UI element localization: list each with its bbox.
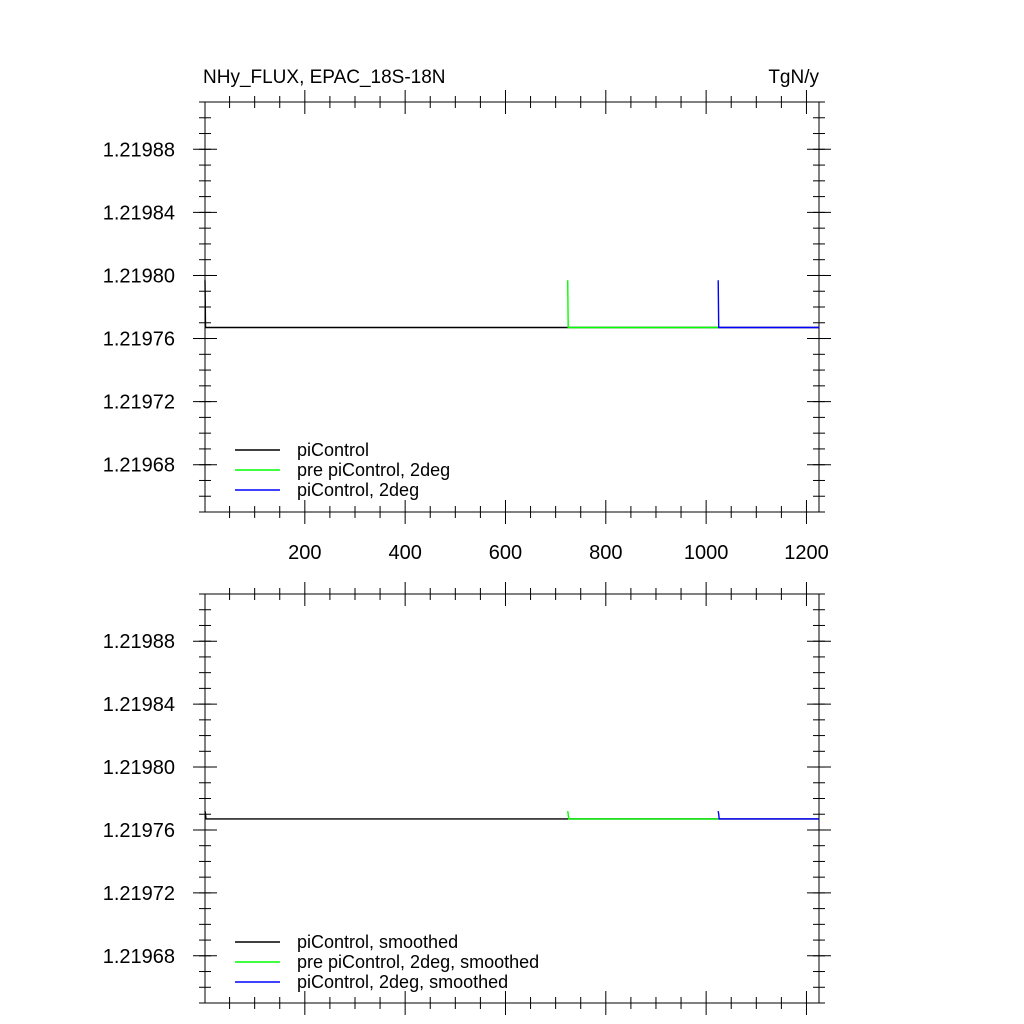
y-tick-label: 1.21976 bbox=[103, 820, 175, 842]
y-tick-label: 1.21980 bbox=[103, 265, 175, 287]
series-line bbox=[717, 280, 819, 329]
series-line bbox=[567, 810, 719, 820]
x-tick-label: 600 bbox=[489, 542, 522, 564]
x-tick-label: 200 bbox=[288, 542, 321, 564]
x-tick-label: 400 bbox=[388, 542, 421, 564]
legend-label: piControl, 2deg bbox=[297, 480, 419, 500]
series-line bbox=[204, 280, 819, 329]
y-tick-label: 1.21984 bbox=[103, 694, 175, 716]
y-tick-label: 1.21968 bbox=[103, 946, 175, 968]
bottom-panel: 1.21968 1.21972 1.21976 1.21980 1.21984 1.219… bbox=[103, 582, 831, 1015]
legend-label: pre piControl, 2deg, smoothed bbox=[297, 952, 539, 972]
y-tick-label: 1.21976 bbox=[103, 329, 175, 351]
series-line bbox=[567, 280, 719, 329]
legend-label: piControl bbox=[297, 440, 369, 460]
legend-label: pre piControl, 2deg bbox=[297, 460, 450, 480]
chart-title-right: TgN/y bbox=[768, 67, 819, 88]
y-tick-label: 1.21988 bbox=[103, 139, 175, 161]
legend-label: piControl, 2deg, smoothed bbox=[297, 972, 508, 992]
chart-title-left: NHy_FLUX, EPAC_18S-18N bbox=[203, 67, 446, 88]
y-tick-label: 1.21988 bbox=[103, 631, 175, 653]
y-tick-label: 1.21980 bbox=[103, 757, 175, 779]
y-tick-label: 1.21972 bbox=[103, 392, 175, 414]
y-tick-label: 1.21968 bbox=[103, 455, 175, 477]
series-line bbox=[717, 810, 819, 820]
series-line bbox=[204, 810, 819, 820]
x-tick-label: 800 bbox=[589, 542, 622, 564]
legend-label: piControl, smoothed bbox=[297, 932, 458, 952]
x-tick-label: 1200 bbox=[784, 542, 829, 564]
y-tick-label: 1.21972 bbox=[103, 883, 175, 905]
y-tick-label: 1.21984 bbox=[103, 202, 175, 224]
x-tick-label: 1000 bbox=[684, 542, 729, 564]
top-panel: NHy_FLUX, EPAC_18S-18N TgN/y 200 400 600 80… bbox=[103, 67, 831, 564]
